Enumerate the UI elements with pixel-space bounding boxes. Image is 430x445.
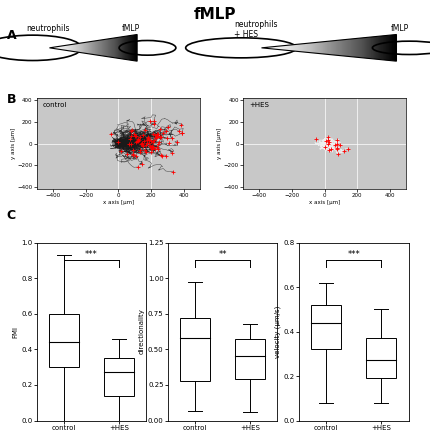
Text: fMLP: fMLP	[194, 7, 236, 22]
Text: **: **	[218, 250, 227, 259]
Text: C: C	[6, 209, 15, 222]
Bar	[180, 318, 210, 380]
Y-axis label: y axis [µm]: y axis [µm]	[11, 128, 16, 159]
Text: control: control	[43, 101, 68, 108]
Bar	[235, 340, 265, 379]
Text: ***: ***	[85, 250, 98, 259]
Text: A: A	[6, 29, 16, 42]
Y-axis label: directionality: directionality	[139, 308, 145, 355]
Text: B: B	[6, 93, 16, 106]
Bar	[104, 358, 134, 396]
Text: ***: ***	[347, 250, 360, 259]
Bar	[311, 305, 341, 349]
Text: fMLP: fMLP	[122, 24, 140, 33]
X-axis label: x axis [µm]: x axis [µm]	[309, 200, 340, 205]
Text: neutrophils: neutrophils	[26, 24, 69, 33]
Text: +HES: +HES	[249, 101, 269, 108]
Bar	[49, 314, 79, 367]
Text: neutrophils
+ HES: neutrophils + HES	[234, 20, 278, 40]
Text: fMLP: fMLP	[391, 24, 409, 33]
Bar	[366, 338, 396, 378]
X-axis label: x axis [µm]: x axis [µm]	[103, 200, 134, 205]
Y-axis label: FMI: FMI	[12, 326, 18, 337]
Y-axis label: y axis [µm]: y axis [µm]	[217, 128, 222, 159]
Y-axis label: velocity (µm/s): velocity (µm/s)	[274, 305, 281, 358]
